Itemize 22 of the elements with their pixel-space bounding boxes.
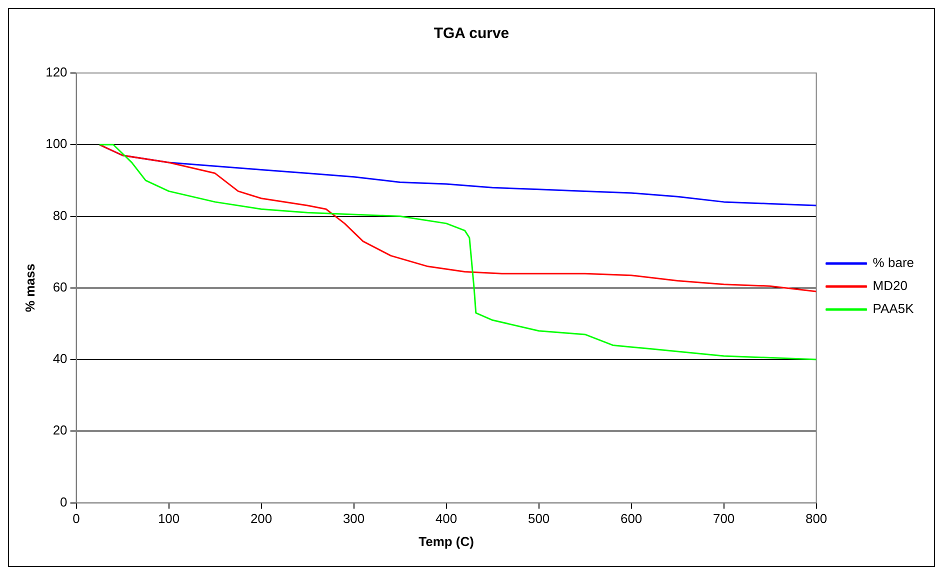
y-tick-label: 60 [52, 279, 68, 294]
x-tick-label: 600 [620, 511, 642, 526]
legend-label: MD20 [872, 278, 908, 294]
x-tick-label: 700 [712, 511, 735, 526]
x-tick-label: 200 [250, 511, 272, 526]
y-tick-label: 120 [46, 64, 68, 80]
x-axis-title: Temp (C) [418, 534, 474, 549]
chart-title: TGA curve [434, 25, 510, 42]
y-tick-label: 40 [52, 351, 68, 366]
y-tick-label: 80 [52, 208, 68, 223]
x-tick-label: 100 [158, 511, 180, 526]
y-tick-label: 0 [60, 494, 68, 510]
y-tick-label: 100 [46, 136, 68, 152]
y-tick-label: 20 [52, 422, 68, 438]
x-tick-label: 0 [72, 511, 80, 526]
x-tick-label: 400 [435, 511, 458, 526]
x-tick-label: 800 [805, 511, 828, 526]
y-axis-title: % mass [22, 264, 38, 312]
legend-label: % bare [872, 255, 914, 270]
x-tick-label: 500 [528, 511, 550, 526]
x-tick-label: 300 [342, 511, 365, 526]
legend-label: PAA5K [872, 301, 914, 316]
